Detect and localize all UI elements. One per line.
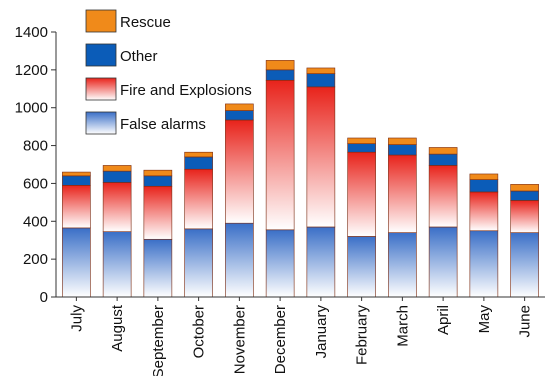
legend-swatch xyxy=(85,77,117,101)
bar-april-other xyxy=(428,153,458,166)
bar-march-other xyxy=(388,144,417,156)
bar-september-other xyxy=(143,175,173,187)
bar-group-january xyxy=(306,67,336,298)
bar-july-fire-and-explosions xyxy=(62,185,91,229)
legend-swatch xyxy=(85,43,117,67)
y-tick-label: 800 xyxy=(23,138,48,155)
bar-may-other xyxy=(469,179,499,193)
x-tick-label: November xyxy=(231,305,248,374)
bar-august-other xyxy=(102,170,132,183)
bar-june-other xyxy=(510,190,539,201)
bar-group-february xyxy=(347,137,376,298)
x-tick-label: December xyxy=(272,305,289,374)
bar-february-fire-and-explosions xyxy=(347,151,376,237)
legend-item-false-alarms: False alarms xyxy=(85,111,206,135)
bar-june-false-alarms xyxy=(510,232,539,298)
bar-group-december xyxy=(265,60,295,298)
y-tick-label: 1400 xyxy=(15,24,48,41)
bar-january-other xyxy=(306,73,336,88)
bar-december-rescue xyxy=(265,60,295,71)
bar-may-false-alarms xyxy=(469,230,499,298)
bar-april-fire-and-explosions xyxy=(428,165,458,228)
bar-march-false-alarms xyxy=(388,232,417,298)
y-axis: 0 200 400 600 800 1000 1200 1400 xyxy=(15,24,57,306)
bar-january-false-alarms xyxy=(306,226,336,298)
x-tick-label: October xyxy=(191,305,208,358)
bar-september-rescue xyxy=(143,169,173,177)
bar-october-other xyxy=(184,156,213,170)
x-tick-label: March xyxy=(394,305,411,347)
legend-label: Fire and Explosions xyxy=(120,82,252,99)
bar-january-fire-and-explosions xyxy=(306,86,336,228)
bar-october-rescue xyxy=(184,151,213,158)
bar-june-fire-and-explosions xyxy=(510,200,539,233)
y-tick-label: 0 xyxy=(40,289,48,306)
bar-group-june xyxy=(510,184,539,298)
bar-march-fire-and-explosions xyxy=(388,154,417,233)
y-tick-label: 200 xyxy=(23,251,48,268)
legend-item-rescue: Rescue xyxy=(85,9,171,33)
x-axis: July August September October November Decemb… xyxy=(56,296,545,376)
legend-swatch xyxy=(85,9,117,33)
bar-november-fire-and-explosions xyxy=(225,119,254,224)
bar-december-false-alarms xyxy=(265,229,295,298)
bar-august-fire-and-explosions xyxy=(102,182,132,232)
bar-group-november xyxy=(225,103,254,298)
x-tick-label: February xyxy=(354,305,371,366)
bar-november-false-alarms xyxy=(225,222,254,298)
y-tick-label: 600 xyxy=(23,175,48,192)
y-tick-label: 1200 xyxy=(15,62,48,79)
bar-october-fire-and-explosions xyxy=(184,168,213,230)
bar-july-false-alarms xyxy=(62,227,91,298)
bar-july-rescue xyxy=(62,171,91,177)
x-tick-label: June xyxy=(517,305,534,338)
x-tick-label: September xyxy=(150,305,167,376)
bar-august-rescue xyxy=(102,165,132,172)
legend-swatch xyxy=(85,111,117,135)
bar-july-other xyxy=(62,175,91,186)
bar-april-rescue xyxy=(428,147,458,155)
bar-october-false-alarms xyxy=(184,228,213,298)
bar-may-rescue xyxy=(469,173,499,180)
legend-label: Rescue xyxy=(120,14,171,31)
bar-november-other xyxy=(225,110,254,121)
bar-january-rescue xyxy=(306,67,336,74)
bar-group-august xyxy=(102,165,132,298)
x-tick-label: August xyxy=(109,304,126,352)
bar-group-september xyxy=(143,169,173,298)
bar-august-false-alarms xyxy=(102,231,132,298)
bar-february-other xyxy=(347,143,376,153)
bar-group-may xyxy=(469,173,499,298)
legend-item-fire-and-explosions: Fire and Explosions xyxy=(85,77,252,101)
bar-group-october xyxy=(184,151,213,298)
bar-september-false-alarms xyxy=(143,238,173,298)
x-tick-label: January xyxy=(313,305,330,359)
x-tick-label: July xyxy=(68,305,85,332)
bar-june-rescue xyxy=(510,184,539,192)
legend-label: Other xyxy=(120,48,158,65)
bar-september-fire-and-explosions xyxy=(143,185,173,240)
bar-february-rescue xyxy=(347,137,376,144)
bar-group-april xyxy=(428,147,458,298)
bar-december-other xyxy=(265,69,295,81)
bar-november-rescue xyxy=(225,103,254,111)
legend-item-other: Other xyxy=(85,43,158,67)
y-tick-label: 1000 xyxy=(15,100,48,117)
x-tick-label: April xyxy=(435,305,452,335)
bar-group-march xyxy=(388,137,417,298)
bar-april-false-alarms xyxy=(428,226,458,298)
legend: Rescue Other Fire and Explosions False alar… xyxy=(85,9,252,135)
bar-may-fire-and-explosions xyxy=(469,191,499,232)
bar-march-rescue xyxy=(388,137,417,145)
bars xyxy=(62,60,539,298)
legend-label: False alarms xyxy=(120,116,206,133)
bar-december-fire-and-explosions xyxy=(265,79,295,231)
bar-group-july xyxy=(62,171,91,298)
bar-february-false-alarms xyxy=(347,236,376,298)
y-tick-label: 400 xyxy=(23,213,48,230)
x-tick-label: May xyxy=(476,305,493,334)
